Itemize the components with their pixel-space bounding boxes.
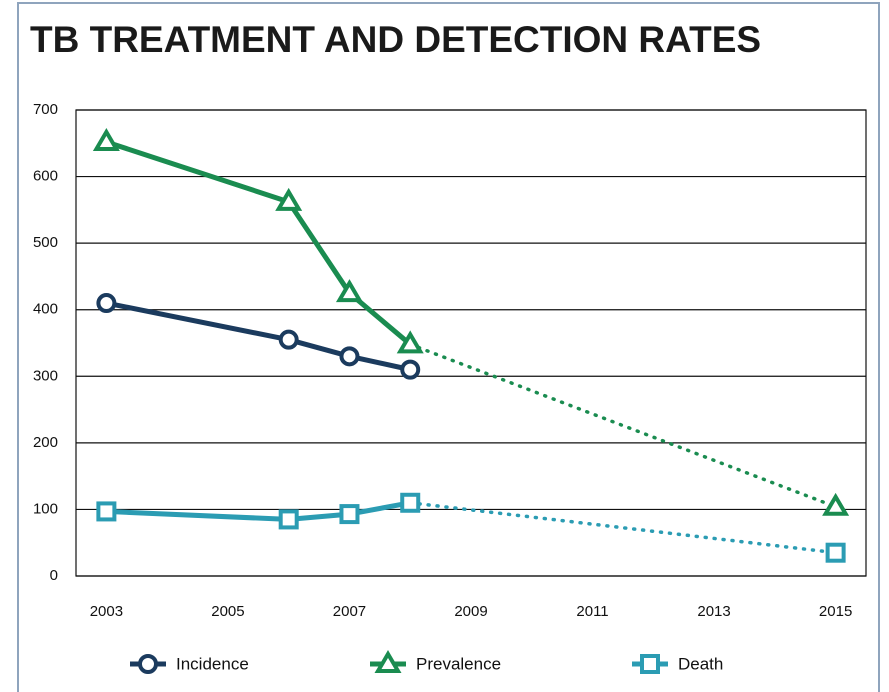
marker (822, 492, 850, 516)
y-tick-label: 400 (33, 301, 58, 318)
series-line (103, 500, 413, 522)
marker (96, 501, 117, 522)
y-tick-label: 100 (33, 500, 58, 517)
projection-line (408, 501, 838, 555)
x-tick-label: 2007 (333, 603, 366, 620)
marker (275, 187, 303, 211)
x-tick-label: 2005 (211, 603, 244, 620)
y-tick-label: 500 (33, 234, 58, 251)
chart-title: TB TREATMENT AND DETECTION RATES (30, 19, 761, 60)
marker (138, 654, 158, 674)
marker (396, 330, 424, 354)
marker (335, 279, 363, 303)
marker (339, 346, 360, 367)
marker (92, 128, 120, 151)
marker (825, 542, 846, 563)
frame (17, 2, 880, 692)
y-tick-label: 0 (50, 567, 58, 584)
projection-line (408, 342, 838, 509)
marker (400, 359, 421, 380)
legend-item: Death (632, 654, 723, 674)
marker (640, 654, 660, 674)
y-tick-label: 700 (33, 101, 58, 118)
plot-border (75, 109, 867, 577)
x-tick-label: 2009 (454, 603, 487, 620)
x-tick-label: 2003 (90, 603, 123, 620)
x-tick-label: 2011 (576, 603, 608, 620)
legend-label: Prevalence (416, 654, 501, 673)
legend-label: Death (678, 654, 723, 673)
y-tick-label: 200 (33, 434, 58, 451)
series-line (103, 300, 413, 373)
marker (400, 492, 421, 513)
marker (374, 650, 402, 673)
marker (278, 509, 299, 530)
marker (278, 329, 299, 350)
legend-item: Prevalence (370, 650, 501, 673)
marker (339, 504, 360, 525)
legend-label: Incidence (176, 654, 249, 673)
series-line (103, 139, 413, 347)
legend-item: Incidence (130, 654, 249, 674)
x-tick-label: 2015 (819, 603, 852, 620)
x-tick-label: 2013 (697, 603, 730, 620)
y-tick-label: 300 (33, 367, 58, 384)
marker (96, 293, 117, 314)
y-tick-label: 600 (33, 168, 58, 185)
